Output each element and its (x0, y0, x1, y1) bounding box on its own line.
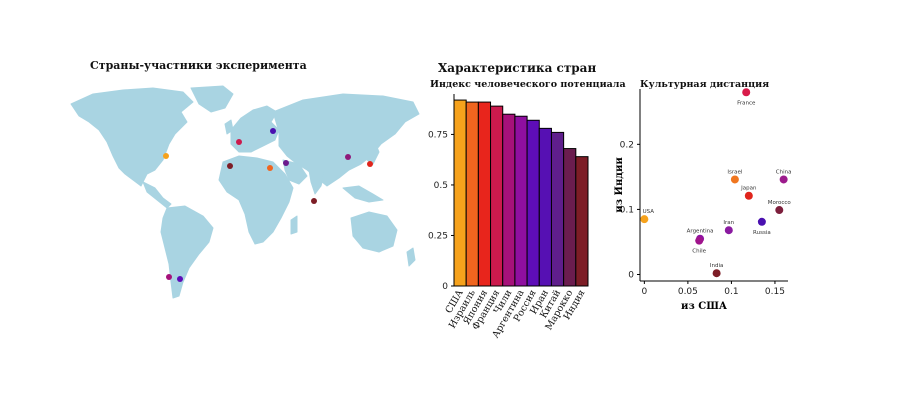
map-marker-israel (267, 165, 273, 171)
bar (514, 115, 528, 287)
point-label: USA (643, 209, 655, 215)
y-tick-label: 0 (628, 270, 634, 280)
south-america-shape (160, 205, 214, 299)
central-america-shape (142, 181, 172, 209)
bar (563, 148, 577, 287)
map-title: Страны-участники эксперимента (90, 59, 307, 72)
y-tick-label: 0.2 (620, 140, 634, 150)
point-label: Chile (692, 249, 706, 255)
bar (575, 156, 589, 287)
north-america-shape (70, 87, 194, 187)
map-marker-japan (367, 161, 373, 167)
scatter-point (640, 215, 649, 224)
bar (502, 113, 516, 287)
point-label: Argentina (687, 229, 714, 235)
bar (526, 119, 540, 287)
point-label: Morocco (768, 200, 792, 206)
y-axis-label: из Индии (614, 157, 625, 213)
bar-chart: 00.250.50.75СШАИзраильЯпонияФранцияЧилиА… (428, 94, 589, 340)
point-label: Russia (753, 230, 771, 236)
new-zealand-shape (406, 247, 416, 267)
y-tick-label: 0.75 (428, 130, 448, 140)
map-markers (163, 128, 373, 282)
x-tick-label: 0 (641, 287, 647, 297)
x-tick-label: 0.1 (724, 287, 738, 297)
world-map (70, 85, 420, 299)
map-marker-france (236, 139, 242, 145)
map-marker-russia (270, 128, 276, 134)
scatter-point (724, 226, 733, 235)
madagascar-shape (290, 215, 298, 235)
australia-shape (350, 211, 398, 253)
asia-shape (272, 93, 420, 187)
scatter-point (742, 88, 751, 97)
japan-shape (366, 141, 380, 165)
bar (538, 127, 552, 287)
map-marker-chile (166, 274, 172, 280)
scatter-point (695, 236, 704, 245)
scatter-point (779, 175, 788, 184)
bar (465, 101, 479, 287)
bar (477, 101, 492, 287)
map-marker-iran (283, 160, 289, 166)
scatter-point (744, 191, 753, 200)
point-label: Japan (740, 186, 757, 192)
bar (453, 99, 467, 287)
scatter-chart-title: Культурная дистанция (640, 79, 770, 90)
x-tick-label: 0.15 (765, 287, 785, 297)
x-axis-label: из США (681, 301, 728, 312)
map-marker-china (345, 154, 351, 160)
arabia-shape (282, 159, 308, 185)
india-shape (308, 169, 326, 195)
bar (550, 131, 565, 287)
y-tick-label: 0.5 (434, 181, 448, 191)
scatter-chart: 0 0.1 0.2 0 0.05 0.1 0.15 из США из Индии France I… (614, 88, 792, 312)
uk-shape (224, 119, 234, 135)
bar (490, 105, 504, 287)
point-label: India (710, 263, 724, 269)
point-label: China (776, 169, 792, 175)
scatter-point (730, 175, 739, 184)
point-label: France (737, 100, 756, 106)
charts-header: Характеристика стран (438, 61, 597, 75)
point-label: Iran (723, 220, 734, 226)
y-tick-label: 0 (442, 282, 448, 292)
y-tick-label: 0.1 (620, 205, 634, 215)
scatter-point (775, 206, 784, 215)
y-tick-label: 0.25 (428, 231, 448, 241)
map-marker-usa (163, 153, 169, 159)
southeast-asia-shape (342, 185, 384, 203)
map-marker-argentina (177, 276, 183, 282)
map-marker-morocco (227, 163, 233, 169)
map-marker-india (311, 198, 317, 204)
scatter-point (712, 269, 721, 278)
x-tick-label: 0.05 (678, 287, 698, 297)
bar-chart-title: Индекс человеческого потенциала (430, 79, 626, 90)
point-label: Israel (727, 169, 743, 175)
africa-shape (218, 155, 294, 245)
scatter-point (757, 217, 766, 226)
greenland-shape (190, 85, 234, 113)
